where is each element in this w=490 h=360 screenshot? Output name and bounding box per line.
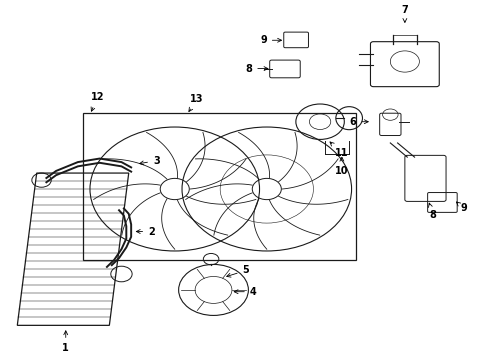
Text: 12: 12 (91, 92, 104, 111)
Text: 4: 4 (234, 287, 257, 297)
Text: 1: 1 (62, 331, 69, 353)
Text: 11: 11 (330, 142, 349, 158)
Text: 9: 9 (457, 202, 467, 213)
Text: 8: 8 (429, 203, 437, 220)
Text: 2: 2 (136, 226, 155, 237)
Text: 9: 9 (260, 35, 281, 45)
Text: 5: 5 (227, 265, 249, 277)
Text: 8: 8 (245, 64, 268, 73)
Text: 7: 7 (401, 5, 408, 22)
Text: 6: 6 (350, 117, 368, 127)
Text: 13: 13 (189, 94, 204, 112)
Bar (83, 113, 356, 260)
Text: 10: 10 (335, 157, 349, 176)
Text: 3: 3 (140, 156, 160, 166)
